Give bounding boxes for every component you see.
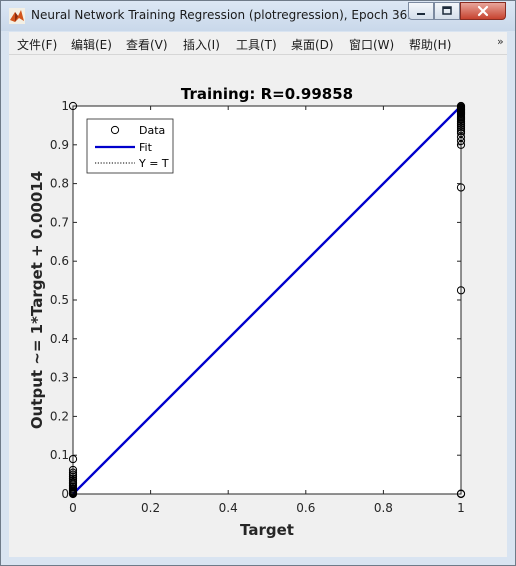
legend-fit-label: Fit [139,141,153,154]
data-point [456,132,466,142]
chevron-right-icon[interactable]: » [497,35,504,48]
y-tick-label: 1 [61,99,69,113]
data-point [68,454,78,464]
axis-ticks: 0 0.2 0.4 0.6 0.8 1 0 0.1 0.2 0.3 0.4 0.5 0.6 0.7 0.8 0… [50,99,465,515]
legend: Data Fit Y = T [86,118,174,174]
x-axis-label: Target [240,521,294,539]
data-point [456,286,466,295]
maximize-button[interactable] [434,2,460,20]
x-tick-label: 0.6 [296,501,315,515]
y-tick-label: 0 [61,487,69,501]
data-point [68,101,78,111]
menu-insert[interactable]: 插入(I) [183,38,220,52]
close-icon [477,5,489,17]
legend-data-marker [110,125,120,135]
menu-file[interactable]: 文件(F) [17,38,58,52]
data-point [68,489,78,499]
legend-data-label: Data [139,124,165,137]
minimize-icon [417,13,425,15]
menu-edit[interactable]: 编辑(E) [71,38,112,52]
menu-tools[interactable]: 工具(T) [236,38,277,52]
minimize-button[interactable] [408,2,434,20]
y-tick-label: 0.2 [50,409,69,423]
regression-plot: Training: R=0.99858 0 0.2 0.4 0.6 0.8 1 0 0.1 0.… [28,85,466,539]
fit-line [72,105,462,495]
x-tick-label: 1 [457,501,465,515]
figure-canvas: Training: R=0.99858 0 0.2 0.4 0.6 0.8 1 0 0.1 0.… [9,55,507,557]
x-tick-label: 0 [69,501,77,515]
data-point [68,465,78,475]
x-tick-label: 0.4 [219,501,238,515]
fit-segment [72,105,462,495]
data-point [456,489,466,499]
window-title: Neural Network Training Regression (plot… [31,8,419,22]
matlab-app-icon[interactable] [9,8,25,24]
x-tick-label: 0.2 [141,501,160,515]
y-tick-label: 0.1 [50,448,69,462]
data-point [456,140,466,149]
chart-title: Training: R=0.99858 [181,85,353,103]
close-button[interactable] [460,2,506,20]
data-point [456,183,466,192]
y-axis-label: Output ~= 1*Target + 0.00014 [28,171,46,429]
menu-view[interactable]: 查看(V) [126,38,168,52]
title-bar[interactable]: Neural Network Training Regression (plot… [1,1,515,31]
y-tick-label: 0.8 [50,177,69,191]
data-points [68,101,466,499]
y-tick-label: 0.3 [50,371,69,385]
menu-desktop[interactable]: 桌面(D) [291,38,334,52]
y-tick-label: 0.6 [50,254,69,268]
menu-window[interactable]: 窗口(W) [349,38,395,52]
data-point [456,129,466,138]
y-tick-label: 0.5 [50,293,69,307]
legend-yt-label: Y = T [138,157,169,170]
data-point [456,136,466,146]
y-tick-label: 0.7 [50,215,69,229]
x-tick-label: 0.8 [374,501,393,515]
y-tick-label: 0.4 [50,332,69,346]
maximize-icon [442,6,452,15]
menu-help[interactable]: 帮助(H) [409,38,452,52]
y-tick-label: 0.9 [50,138,69,152]
menu-bar: 文件(F) 编辑(E) 查看(V) 插入(I) 工具(T) 桌面(D) 窗口(W… [9,32,507,55]
